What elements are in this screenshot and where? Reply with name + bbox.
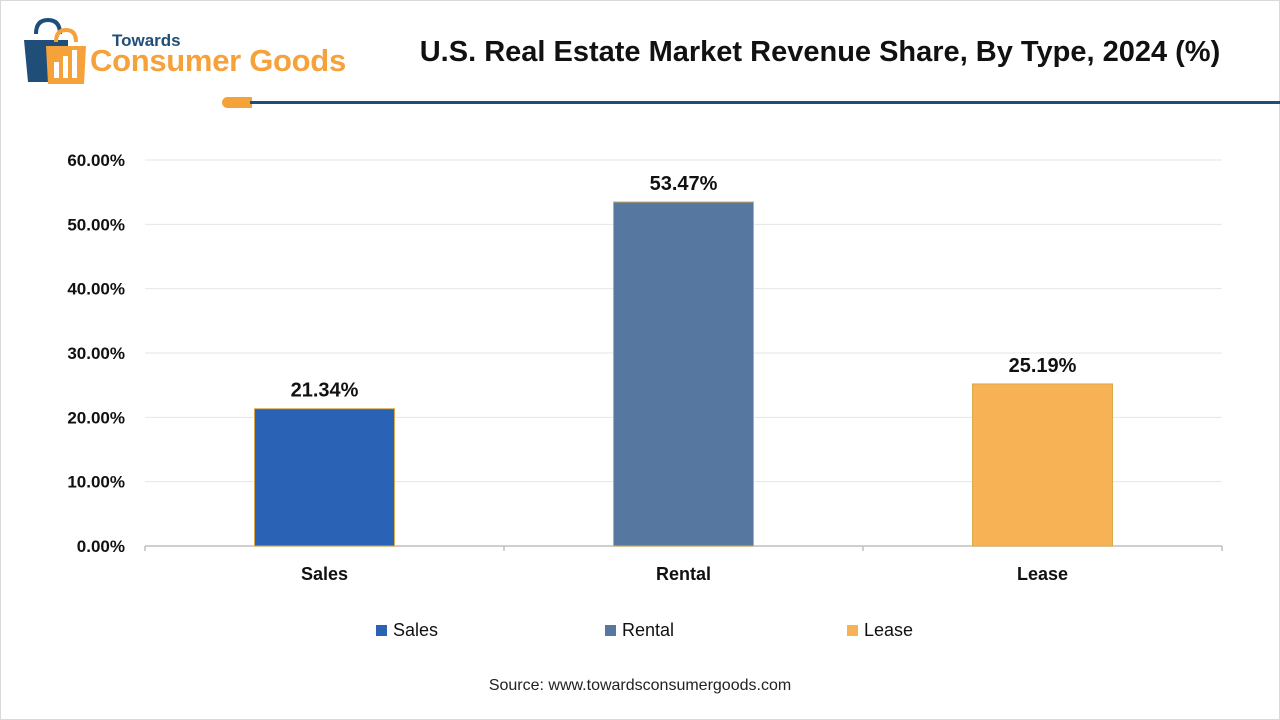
title-rule [250,101,1280,104]
shopping-bags-icon [24,18,86,84]
logo-text-small: Towards [112,31,181,50]
brand-logo [18,18,378,88]
data-label-rental: 53.47% [650,173,718,195]
data-label-lease: 25.19% [1009,355,1077,377]
bar-lease [972,383,1113,547]
data-label-sales: 21.34% [291,380,359,402]
x-tick-label-rental: Rental [656,564,711,584]
chart-title: U.S. Real Estate Market Revenue Share, B… [419,36,1221,68]
y-tick-label: 50.00% [67,215,125,234]
y-tick-label: 0.00% [77,537,125,556]
legend-item-sales: Sales [376,620,438,641]
title-rule-tab [222,97,252,108]
bar-rental [613,201,754,547]
legend-item-lease: Lease [847,620,913,641]
bar-chart: 0.00% 10.00% 20.00% 30.00% 40.00% 50.00% 60.00… [67,151,1223,584]
source-note: Source: www.towardsconsumergoods.com [488,677,792,694]
legend-label-rental: Rental [622,620,675,640]
x-tick-label-sales: Sales [301,564,348,584]
y-tick-label: 10.00% [67,473,125,492]
logo-text-big: Consumer Goods [90,43,346,78]
legend-swatch-rental [605,625,616,636]
legend-label-sales: Sales [393,620,439,640]
x-tick-label-lease: Lease [1017,564,1068,584]
y-tick-label: 40.00% [67,280,125,299]
y-tick-label: 30.00% [67,344,125,363]
legend: Sales Rental Lease [0,620,1280,644]
y-tick-label: 60.00% [67,151,125,170]
legend-label-lease: Lease [864,620,914,640]
legend-item-rental: Rental [605,620,674,641]
bar-sales [254,408,395,547]
legend-swatch-sales [376,625,387,636]
legend-swatch-lease [847,625,858,636]
y-tick-label: 20.00% [67,408,125,427]
